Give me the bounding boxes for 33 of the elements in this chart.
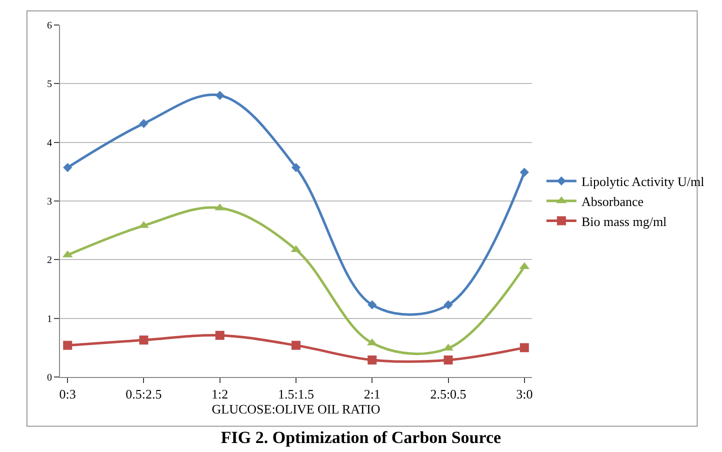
point <box>139 119 148 128</box>
x-tick-label: 0.5:2.5 <box>126 386 162 402</box>
point <box>444 300 453 310</box>
y-tick-label: 5 <box>47 79 52 90</box>
y-tick-label: 1 <box>47 314 52 325</box>
point <box>215 90 224 100</box>
x-tick-label: 0:3 <box>59 386 76 402</box>
y-tick-label: 0 <box>47 372 52 384</box>
point <box>368 300 377 310</box>
point <box>520 343 529 352</box>
x-tick-label: 2.5:0.5 <box>430 386 466 402</box>
point <box>215 330 224 340</box>
point <box>368 355 377 364</box>
y-tick-label: 6 <box>47 20 52 32</box>
x-tick-label: 1.5:1.5 <box>278 386 314 402</box>
x-tick-label: 3:0 <box>516 386 533 402</box>
point <box>520 168 529 177</box>
y-tick-label: 4 <box>47 138 52 149</box>
point <box>63 163 72 172</box>
point <box>63 340 72 350</box>
y-tick-label: 2 <box>47 255 52 266</box>
x-tick-label: 1:2 <box>212 386 228 402</box>
point <box>292 340 300 350</box>
y-tick-label: 3 <box>47 196 52 208</box>
point <box>139 336 148 345</box>
point <box>444 355 453 364</box>
text: FIG 2. Optimization of Carbon Source <box>220 428 502 447</box>
point <box>291 163 301 172</box>
x-axis-title: GLUCOSE:OLIVE OIL RATIO <box>212 402 380 417</box>
legend-label: Absorbance <box>581 194 644 209</box>
legend-label: Bio mass mg/ml <box>581 214 668 229</box>
x-tick-label: 2:1 <box>364 386 380 402</box>
legend-label: Lipolytic Activity U/ml <box>581 174 705 190</box>
